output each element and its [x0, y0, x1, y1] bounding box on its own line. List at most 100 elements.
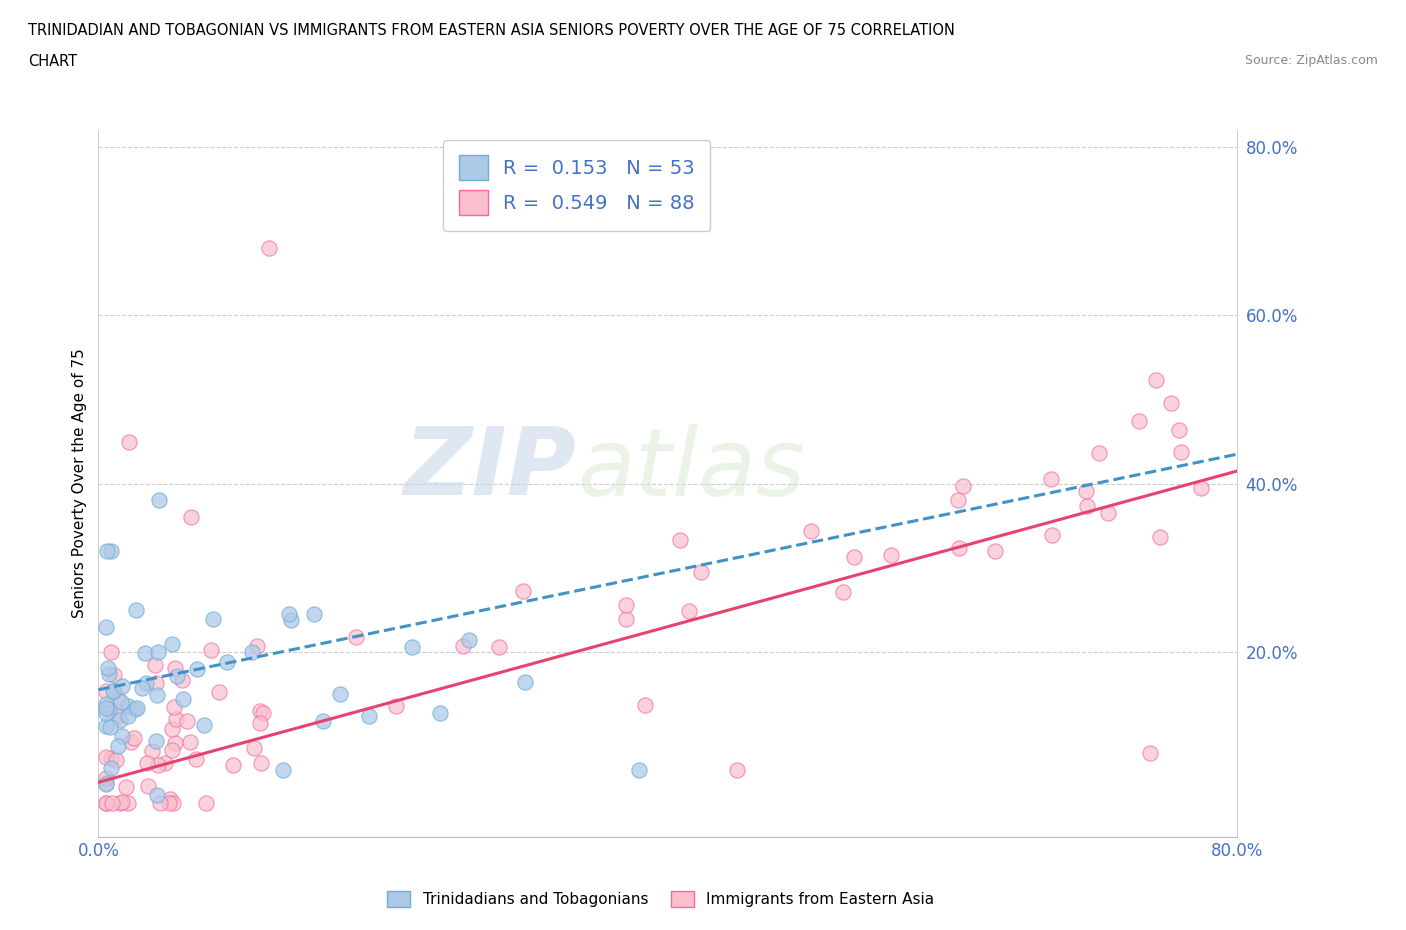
Point	[94, 796, 117, 811]
Point	[240, 644, 263, 659]
Point	[136, 778, 159, 793]
Point	[984, 543, 1007, 558]
Text: atlas: atlas	[576, 424, 806, 515]
Point	[880, 548, 903, 563]
Point	[162, 699, 184, 714]
Point	[800, 524, 823, 538]
Point	[208, 684, 231, 699]
Point	[429, 705, 451, 720]
Point	[101, 683, 124, 698]
Point	[143, 658, 166, 672]
Point	[273, 763, 295, 777]
Point	[148, 757, 170, 772]
Point	[160, 722, 183, 737]
Point	[159, 792, 181, 807]
Point	[457, 632, 479, 647]
Point	[100, 644, 122, 659]
Point	[669, 533, 692, 548]
Point	[725, 763, 748, 777]
Text: Source: ZipAtlas.com: Source: ZipAtlas.com	[1244, 54, 1378, 67]
Point	[135, 756, 157, 771]
Point	[195, 796, 218, 811]
Point	[149, 796, 172, 811]
Point	[160, 743, 183, 758]
Point	[94, 777, 117, 791]
Point	[94, 771, 117, 786]
Point	[148, 493, 170, 508]
Point	[94, 776, 117, 790]
Point	[146, 788, 169, 803]
Point	[252, 705, 274, 720]
Point	[842, 550, 865, 565]
Point	[145, 676, 167, 691]
Point	[111, 728, 134, 743]
Point	[117, 709, 139, 724]
Point	[277, 607, 299, 622]
Point	[176, 713, 198, 728]
Point	[1097, 505, 1119, 520]
Point	[98, 667, 121, 682]
Point	[179, 734, 201, 749]
Point	[110, 695, 132, 710]
Point	[110, 712, 132, 727]
Point	[329, 687, 352, 702]
Point	[107, 691, 129, 706]
Point	[946, 493, 969, 508]
Point	[166, 669, 188, 684]
Point	[141, 743, 163, 758]
Point	[118, 434, 141, 449]
Point	[146, 687, 169, 702]
Point	[94, 750, 117, 764]
Point	[357, 708, 380, 723]
Point	[163, 660, 186, 675]
Point	[110, 796, 132, 811]
Point	[1149, 530, 1171, 545]
Point	[97, 661, 120, 676]
Point	[614, 598, 637, 613]
Point	[117, 698, 139, 713]
Point	[280, 613, 302, 628]
Point	[165, 736, 187, 751]
Point	[201, 612, 224, 627]
Point	[107, 709, 129, 724]
Point	[111, 795, 134, 810]
Point	[94, 706, 117, 721]
Point	[122, 731, 145, 746]
Text: TRINIDADIAN AND TOBAGONIAN VS IMMIGRANTS FROM EASTERN ASIA SENIORS POVERTY OVER : TRINIDADIAN AND TOBAGONIAN VS IMMIGRANTS…	[28, 23, 955, 38]
Point	[385, 698, 408, 713]
Point	[614, 612, 637, 627]
Point	[1076, 498, 1098, 513]
Point	[157, 796, 180, 811]
Point	[100, 751, 122, 765]
Point	[222, 757, 245, 772]
Point	[512, 583, 534, 598]
Point	[111, 679, 134, 694]
Point	[145, 734, 167, 749]
Point	[100, 720, 122, 735]
Point	[678, 604, 700, 618]
Point	[172, 692, 194, 707]
Point	[103, 684, 125, 698]
Point	[98, 701, 121, 716]
Point	[488, 640, 510, 655]
Text: CHART: CHART	[28, 54, 77, 69]
Point	[304, 606, 326, 621]
Point	[1040, 528, 1063, 543]
Point	[249, 716, 271, 731]
Point	[259, 241, 281, 256]
Point	[124, 603, 146, 618]
Point	[165, 711, 187, 726]
Point	[135, 676, 157, 691]
Point	[193, 718, 215, 733]
Point	[115, 779, 138, 794]
Point	[153, 755, 176, 770]
Point	[515, 674, 537, 689]
Point	[148, 644, 170, 659]
Point	[831, 584, 853, 599]
Point	[120, 735, 142, 750]
Point	[100, 761, 122, 776]
Point	[101, 796, 124, 811]
Point	[184, 752, 207, 767]
Legend: R =  0.153   N = 53, R =  0.549   N = 88: R = 0.153 N = 53, R = 0.549 N = 88	[443, 140, 710, 231]
Point	[162, 796, 184, 811]
